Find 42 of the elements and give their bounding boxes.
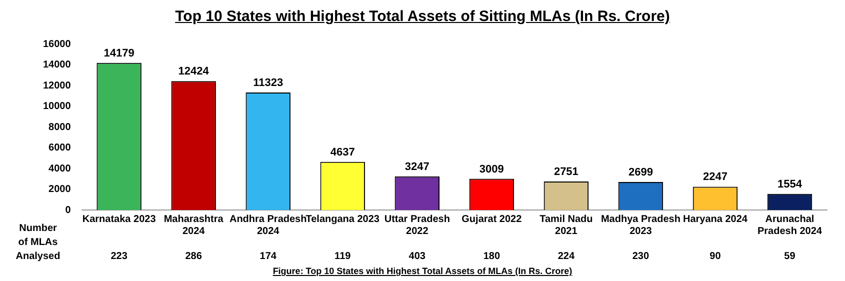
data-label: 2699: [628, 166, 653, 179]
y-tick-label: 6000: [48, 142, 72, 154]
x-tick-label: Haryana 2024: [682, 214, 748, 225]
y-tick-label: 14000: [42, 60, 72, 70]
data-label: 2751: [554, 166, 578, 178]
data-label: 11323: [253, 77, 284, 90]
x-tick-label: Gujarat 2022: [462, 214, 522, 225]
y-tick-label: 4000: [48, 163, 72, 174]
text: 230: [632, 250, 650, 262]
x-tick-label: Karnataka 2023: [82, 214, 156, 225]
text: 59: [784, 250, 796, 262]
x-tick-label: Uttar Pradesh 2022: [384, 214, 450, 237]
text: 223: [110, 250, 128, 262]
text: 180: [483, 250, 500, 262]
text: 286: [185, 250, 202, 262]
data-label: 1554: [778, 178, 803, 190]
y-tick-label: 8000: [48, 122, 72, 133]
y-tick-label: 10000: [42, 101, 72, 112]
data-label: 2247: [702, 171, 728, 184]
y-tick-label: 2000: [48, 184, 72, 195]
text: 224: [558, 250, 575, 262]
text: 174: [260, 250, 277, 262]
x-tick-label: Maharashtra 2024: [164, 214, 224, 237]
data-label: 3247: [404, 160, 430, 173]
text: Figure: Top 10 States with Highest Total Assets of MLAs (In Rs. Crore): [272, 266, 574, 277]
x-tick-label: Arunachal Pradesh 2024: [757, 214, 822, 237]
text: Number of MLAs Analysed: [16, 222, 60, 262]
x-tick-label: Madhya Pradesh 2023: [600, 214, 680, 237]
data-label: 14179: [104, 47, 134, 60]
y-tick-label: 0: [65, 204, 72, 216]
x-tick-label: Andhra Pradesh 2024: [229, 214, 307, 237]
y-tick-label: 16000: [42, 38, 72, 50]
x-tick-label: Tamil Nadu 2021: [540, 214, 593, 237]
y-tick-label: 12000: [42, 80, 72, 92]
text: 90: [710, 250, 722, 262]
x-tick-label: Telangana 2023: [306, 214, 380, 225]
text: 403: [408, 250, 426, 262]
chart-title: Top 10 States with Highest Total Assets of Sitting MLAs (In Rs. Crore): [174, 8, 671, 27]
data-label: 4637: [330, 146, 355, 158]
data-label: 3009: [479, 163, 504, 176]
text: 119: [334, 250, 352, 262]
data-label: 12424: [178, 66, 210, 78]
